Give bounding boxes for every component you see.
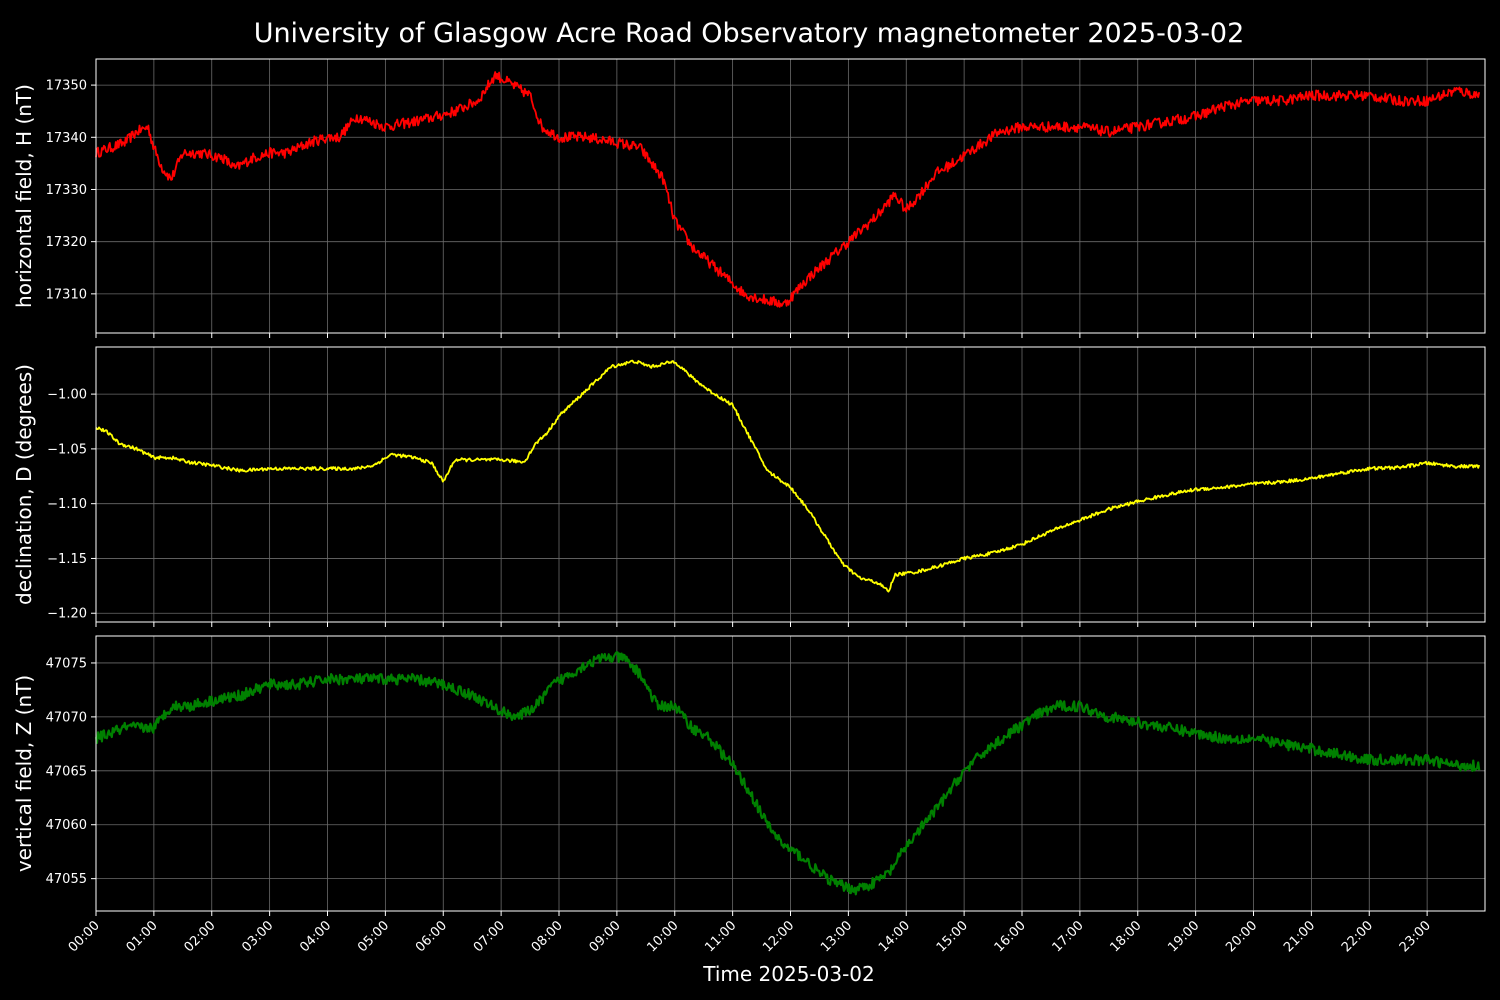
y-tick-label: −1.20 [47,607,87,622]
x-axis-label: Time 2025-03-02 [702,962,875,986]
panel-2: −1.20 −1.15 −1.10 −1.05 −1.00 declination, D … [12,346,1486,627]
y-tick-label: 47055 [46,872,87,887]
y-tick-label: −1.00 [47,388,87,403]
chart-title: University of Glasgow Acre Road Observat… [254,18,1245,49]
y-tick-label: −1.15 [47,552,87,567]
y-axis-label: vertical field, Z (nT) [12,675,36,872]
series-line [94,651,1481,896]
y-axis-label: horizontal field, H (nT) [12,84,36,308]
y-tick-label: 17320 [46,235,87,250]
y-axis-label: declination, D (degrees) [12,364,36,605]
panel-frame [95,58,1486,334]
y-tick-label: 17350 [46,79,87,94]
y-tick-label: 47060 [46,818,87,833]
y-tick-label: 17330 [46,183,87,198]
panel-1: 17310 17320 17330 17340 17350 horizontal fiel… [12,58,1486,338]
series-line [95,359,1481,593]
panel-frame [95,635,1486,912]
y-tick-label: −1.10 [47,497,87,512]
y-tick-label: 47075 [46,656,87,671]
panel-frame [95,346,1486,623]
y-tick-label: −1.05 [47,442,87,457]
y-tick-label: 47065 [46,764,87,779]
y-tick-label: 17310 [46,287,87,302]
series-line [95,71,1481,308]
y-tick-label: 17340 [46,131,87,146]
y-tick-label: 47070 [46,710,87,725]
